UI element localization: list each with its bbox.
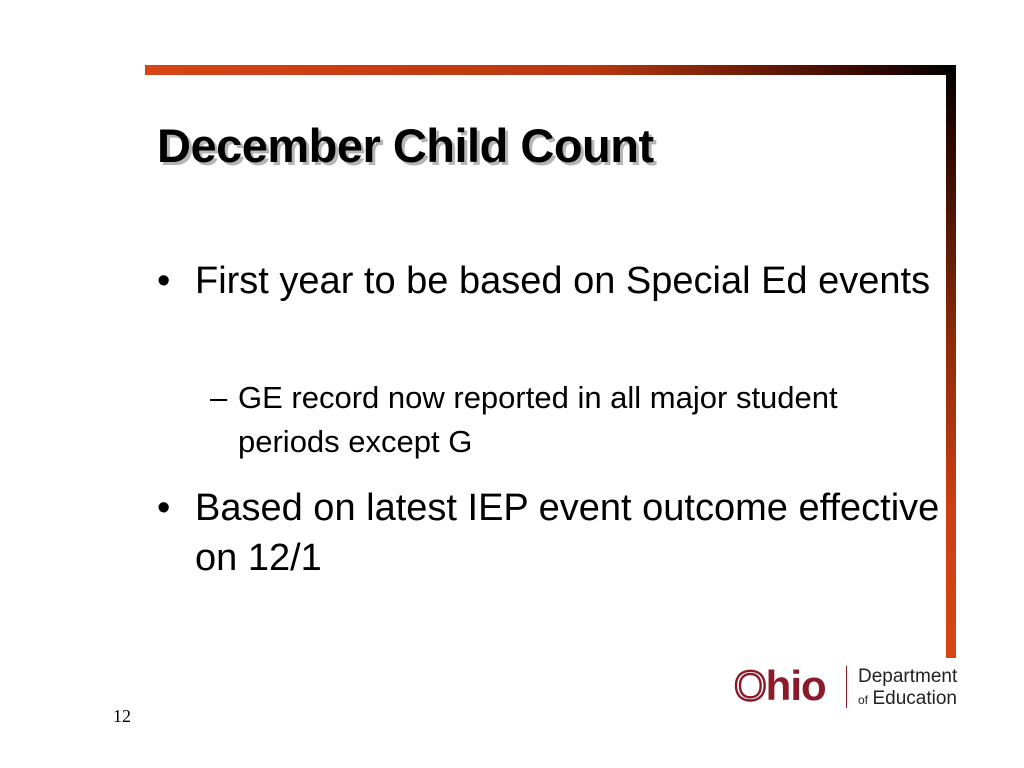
bullet-marker: • bbox=[157, 260, 171, 302]
right-accent-rule bbox=[946, 65, 956, 658]
logo-o-letter: O bbox=[733, 661, 768, 710]
slide-title: December Child Count bbox=[157, 119, 654, 172]
top-accent-rule bbox=[145, 65, 956, 75]
sub-bullet-item: – GE record now reported in all major st… bbox=[210, 376, 910, 464]
bullet-text: First year to be based on Special Ed eve… bbox=[195, 260, 931, 302]
logo-wordmark: Ohio bbox=[733, 661, 827, 710]
logo-divider bbox=[846, 666, 847, 708]
bullet-marker: • bbox=[157, 487, 171, 529]
logo-education-text: Education bbox=[872, 688, 957, 709]
logo-department-text: Department bbox=[858, 666, 958, 687]
page-number: 12 bbox=[113, 706, 131, 726]
logo-education-line: of Education bbox=[858, 688, 957, 709]
ohio-department-of-education-logo: Ohio Department of Education bbox=[730, 661, 960, 712]
bullet-text: Based on latest IEP event outcome effect… bbox=[195, 487, 940, 579]
sub-bullet-marker: – bbox=[210, 380, 228, 415]
logo-of-text: of bbox=[858, 693, 869, 707]
bullet-item: • First year to be based on Special Ed e… bbox=[157, 256, 947, 356]
bullet-item: • Based on latest IEP event outcome effe… bbox=[157, 483, 947, 583]
logo-hio-letters: hio bbox=[765, 662, 827, 709]
sub-bullet-text: GE record now reported in all major stud… bbox=[238, 380, 838, 459]
